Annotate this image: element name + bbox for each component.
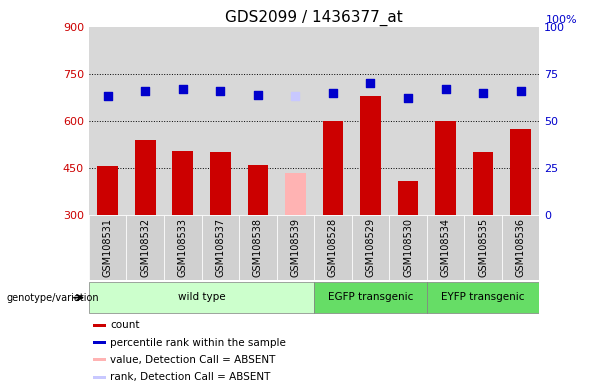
Bar bbox=[427, 282, 539, 313]
Bar bbox=[93, 341, 105, 344]
Bar bbox=[352, 215, 389, 280]
Text: GSM108538: GSM108538 bbox=[253, 218, 263, 277]
Bar bbox=[202, 215, 239, 280]
Bar bbox=[239, 27, 276, 215]
Text: GSM108534: GSM108534 bbox=[441, 218, 451, 277]
Text: EYFP transgenic: EYFP transgenic bbox=[441, 292, 525, 302]
Text: count: count bbox=[110, 320, 140, 330]
Point bbox=[291, 93, 300, 99]
Bar bbox=[465, 215, 502, 280]
Bar bbox=[435, 121, 456, 215]
Bar bbox=[502, 27, 539, 215]
Text: GSM108528: GSM108528 bbox=[328, 218, 338, 277]
Bar bbox=[172, 151, 193, 215]
Bar bbox=[502, 215, 539, 280]
Bar bbox=[276, 215, 314, 280]
Point bbox=[516, 88, 525, 94]
Bar bbox=[93, 376, 105, 379]
Text: rank, Detection Call = ABSENT: rank, Detection Call = ABSENT bbox=[110, 372, 270, 382]
Bar bbox=[473, 152, 493, 215]
Point bbox=[365, 80, 375, 86]
Text: GSM108532: GSM108532 bbox=[140, 218, 150, 277]
Bar bbox=[93, 358, 105, 361]
Bar bbox=[314, 282, 427, 313]
Text: GSM108537: GSM108537 bbox=[215, 218, 226, 277]
Text: wild type: wild type bbox=[178, 292, 226, 302]
Text: GSM108539: GSM108539 bbox=[291, 218, 300, 277]
Bar bbox=[389, 27, 427, 215]
Bar bbox=[89, 282, 314, 313]
Text: genotype/variation: genotype/variation bbox=[6, 293, 99, 303]
Text: GSM108530: GSM108530 bbox=[403, 218, 413, 277]
Bar bbox=[93, 324, 105, 327]
Bar bbox=[427, 27, 465, 215]
Bar bbox=[427, 215, 465, 280]
Bar bbox=[511, 129, 531, 215]
Text: value, Detection Call = ABSENT: value, Detection Call = ABSENT bbox=[110, 355, 275, 365]
Bar bbox=[314, 215, 352, 280]
Bar bbox=[465, 27, 502, 215]
Point bbox=[478, 90, 488, 96]
Bar bbox=[398, 180, 418, 215]
Bar bbox=[89, 27, 126, 215]
Point bbox=[178, 86, 188, 92]
Bar bbox=[135, 140, 156, 215]
Text: GSM108533: GSM108533 bbox=[178, 218, 188, 277]
Point bbox=[215, 88, 225, 94]
Point bbox=[441, 86, 451, 92]
Text: EGFP transgenic: EGFP transgenic bbox=[328, 292, 413, 302]
Text: GSM108535: GSM108535 bbox=[478, 218, 488, 277]
Point bbox=[403, 95, 413, 101]
Title: GDS2099 / 1436377_at: GDS2099 / 1436377_at bbox=[226, 9, 403, 25]
Bar bbox=[202, 27, 239, 215]
Bar bbox=[322, 121, 343, 215]
Point bbox=[103, 93, 113, 99]
Bar bbox=[97, 166, 118, 215]
Text: GSM108531: GSM108531 bbox=[102, 218, 113, 277]
Bar bbox=[164, 27, 202, 215]
Text: percentile rank within the sample: percentile rank within the sample bbox=[110, 338, 286, 348]
Bar bbox=[285, 173, 306, 215]
Bar bbox=[352, 27, 389, 215]
Bar bbox=[248, 165, 268, 215]
Bar bbox=[89, 215, 126, 280]
Text: GSM108536: GSM108536 bbox=[516, 218, 526, 277]
Bar bbox=[389, 215, 427, 280]
Bar bbox=[276, 27, 314, 215]
Bar bbox=[126, 27, 164, 215]
Text: 100%: 100% bbox=[546, 15, 577, 25]
Bar bbox=[314, 27, 352, 215]
Bar bbox=[164, 215, 202, 280]
Bar bbox=[360, 96, 381, 215]
Bar bbox=[239, 215, 276, 280]
Text: GSM108529: GSM108529 bbox=[365, 218, 376, 277]
Point bbox=[253, 91, 263, 98]
Point bbox=[140, 88, 150, 94]
Point bbox=[328, 90, 338, 96]
Bar bbox=[210, 152, 230, 215]
Bar bbox=[126, 215, 164, 280]
